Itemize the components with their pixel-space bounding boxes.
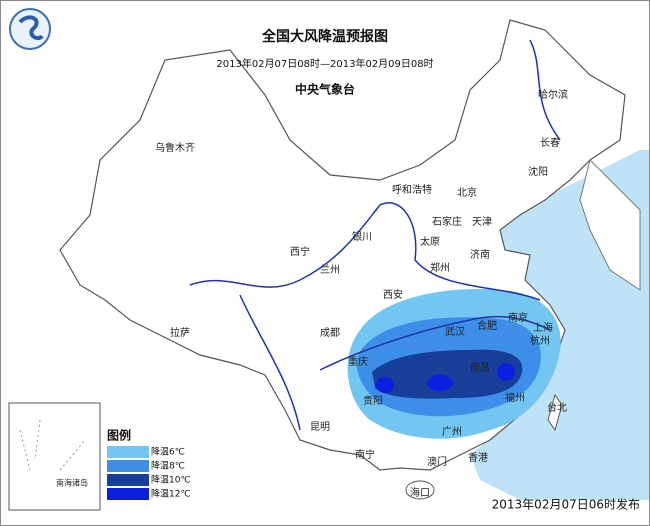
legend-label: 降温8℃ xyxy=(151,460,185,472)
legend-swatch xyxy=(107,446,149,458)
city-label: 兰州 xyxy=(320,263,340,276)
city-label: 长春 xyxy=(540,137,560,149)
cooling-zones xyxy=(347,289,561,439)
river xyxy=(239,294,551,431)
city-label: 合肥 xyxy=(477,319,497,332)
city-label: 沈阳 xyxy=(528,165,548,178)
river xyxy=(529,39,561,141)
cooling-zone xyxy=(372,349,523,399)
inset-label: 南海诸岛 xyxy=(56,478,88,488)
logo xyxy=(9,8,51,50)
issue-date: 2013年02月07日06时发布 xyxy=(492,497,640,512)
legend-label: 降温6℃ xyxy=(151,446,185,458)
cooling-zone xyxy=(376,377,394,393)
city-label: 海口 xyxy=(410,486,430,499)
city-label: 西安 xyxy=(383,288,403,301)
city-label: 广州 xyxy=(442,426,462,438)
inset: 南海诸岛 xyxy=(8,402,101,511)
legend-swatch xyxy=(107,460,149,472)
korea xyxy=(579,159,641,291)
period: 2013年02月07日08时—2013年02月09日08时 xyxy=(216,57,433,70)
city-label: 南宁 xyxy=(355,448,375,461)
taiwan xyxy=(547,393,563,432)
city-label: 武汉 xyxy=(445,325,465,338)
city-label: 福州 xyxy=(505,391,525,404)
city-label: 南京 xyxy=(508,311,528,324)
city-label: 昆明 xyxy=(310,421,330,433)
city-label: 拉萨 xyxy=(170,326,190,339)
city-label: 北京 xyxy=(457,186,477,199)
city-label: 西宁 xyxy=(290,245,310,258)
city-label: 乌鲁木齐 xyxy=(155,141,195,154)
city-label: 哈尔滨 xyxy=(538,88,568,101)
hainan xyxy=(405,480,435,500)
legend-swatch xyxy=(107,474,149,486)
city-label: 重庆 xyxy=(348,355,368,368)
city-label: 上海 xyxy=(533,321,553,334)
city-label: 南昌 xyxy=(470,361,490,374)
city-label: 石家庄 xyxy=(432,215,462,228)
issuer: 中央气象台 xyxy=(295,82,355,97)
city-label: 济南 xyxy=(470,248,490,261)
legend: 图例 降温6℃ 降温8℃ 降温10℃ 降温12℃ xyxy=(101,423,199,507)
city-label: 呼和浩特 xyxy=(392,184,432,196)
legend-label: 降温10℃ xyxy=(151,474,191,486)
city-label: 郑州 xyxy=(430,261,450,274)
city-label: 成都 xyxy=(320,327,340,339)
legend-swatch xyxy=(107,488,149,500)
city-label: 杭州 xyxy=(530,334,550,347)
city-label: 太原 xyxy=(420,235,440,248)
city-label: 贵阳 xyxy=(363,394,383,407)
city-label: 澳门 xyxy=(427,455,447,468)
title: 全国大风降温预报图 xyxy=(261,28,388,45)
city-label: 香港 xyxy=(468,452,488,464)
cooling-zone xyxy=(497,363,515,381)
river xyxy=(189,202,541,301)
legend-label: 降温12℃ xyxy=(151,488,191,500)
legend-title: 图例 xyxy=(107,428,131,443)
city-label: 天津 xyxy=(472,216,492,228)
cooling-zone xyxy=(427,375,453,391)
city-label: 银川 xyxy=(352,230,372,243)
city-label: 台北 xyxy=(547,401,567,414)
